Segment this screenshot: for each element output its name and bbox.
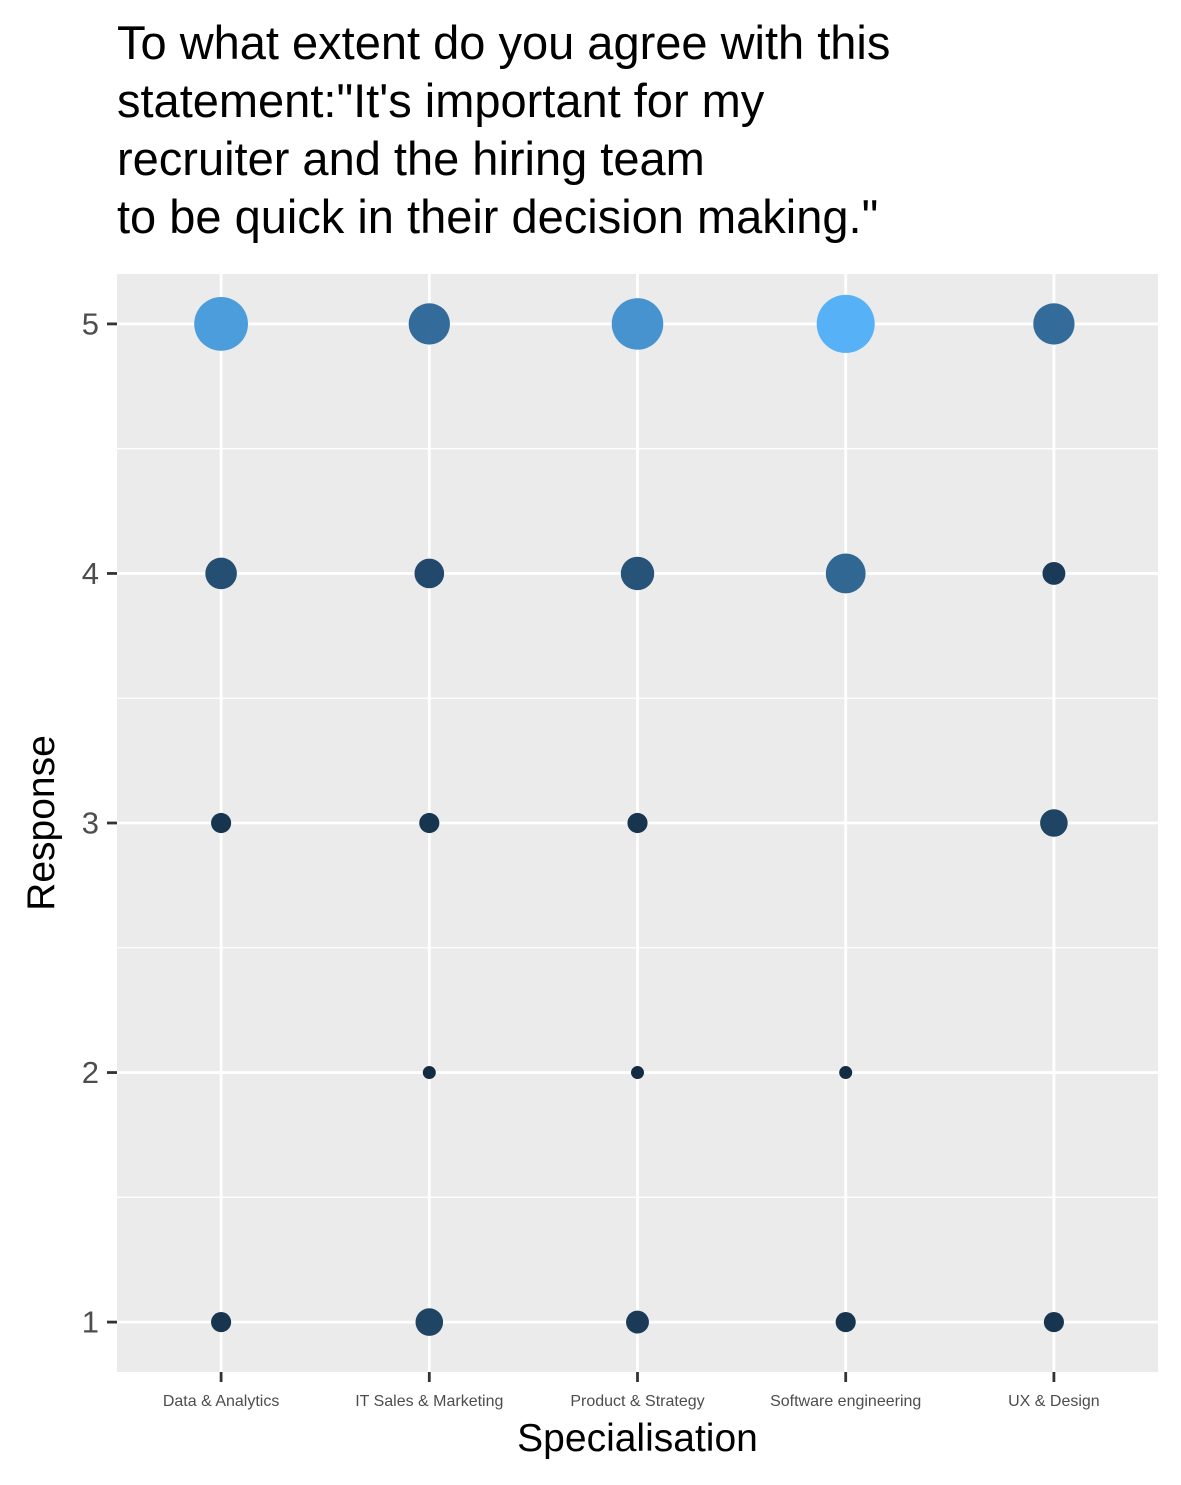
data-point: [422, 1066, 436, 1080]
x-tick-label: Product & Strategy: [570, 1393, 704, 1410]
data-point: [611, 298, 664, 350]
data-point: [627, 812, 648, 834]
x-tick-label: IT Sales & Marketing: [355, 1393, 503, 1410]
x-tick-label: Data & Analytics: [163, 1393, 280, 1410]
data-point: [626, 1310, 649, 1334]
data-point: [839, 1066, 853, 1080]
data-point: [816, 294, 875, 353]
y-tick-label: 3: [82, 806, 99, 841]
chart-title-line-2: statement:"It's important for my: [117, 74, 765, 127]
chart-title-line-4: to be quick in their decision making.": [117, 190, 879, 243]
x-axis-title: Specialisation: [517, 1417, 758, 1460]
data-point: [1043, 1312, 1064, 1333]
data-point: [835, 1312, 856, 1333]
chart-title: To what extent do you agree with this st…: [117, 14, 1157, 246]
chart-title-line-1: To what extent do you agree with this: [117, 16, 891, 69]
x-tick-label: Software engineering: [770, 1393, 921, 1410]
x-tick-label: UX & Design: [1008, 1393, 1100, 1410]
y-tick-label: 1: [82, 1305, 99, 1340]
data-points: [194, 294, 1075, 1336]
data-point: [194, 297, 248, 351]
y-tick-label: 2: [82, 1055, 99, 1090]
data-point: [211, 812, 232, 834]
y-axis-title: Response: [20, 735, 63, 911]
data-point: [415, 1308, 444, 1336]
data-point: [408, 303, 450, 345]
chart-title-line-3: recruiter and the hiring team: [117, 132, 705, 185]
data-point: [825, 553, 866, 594]
data-point: [414, 558, 445, 589]
data-point: [211, 1312, 232, 1333]
data-point: [631, 1066, 644, 1080]
axes: 1 2 3 4 5 Data & Analytics IT Sales & Marketin…: [82, 306, 1100, 1410]
data-point: [1040, 809, 1068, 837]
data-point: [1033, 303, 1075, 345]
data-point: [1042, 562, 1066, 585]
data-point: [419, 812, 440, 834]
y-tick-label: 4: [82, 556, 99, 591]
data-point: [620, 556, 655, 591]
data-point: [205, 557, 237, 590]
y-tick-label: 5: [82, 306, 99, 341]
